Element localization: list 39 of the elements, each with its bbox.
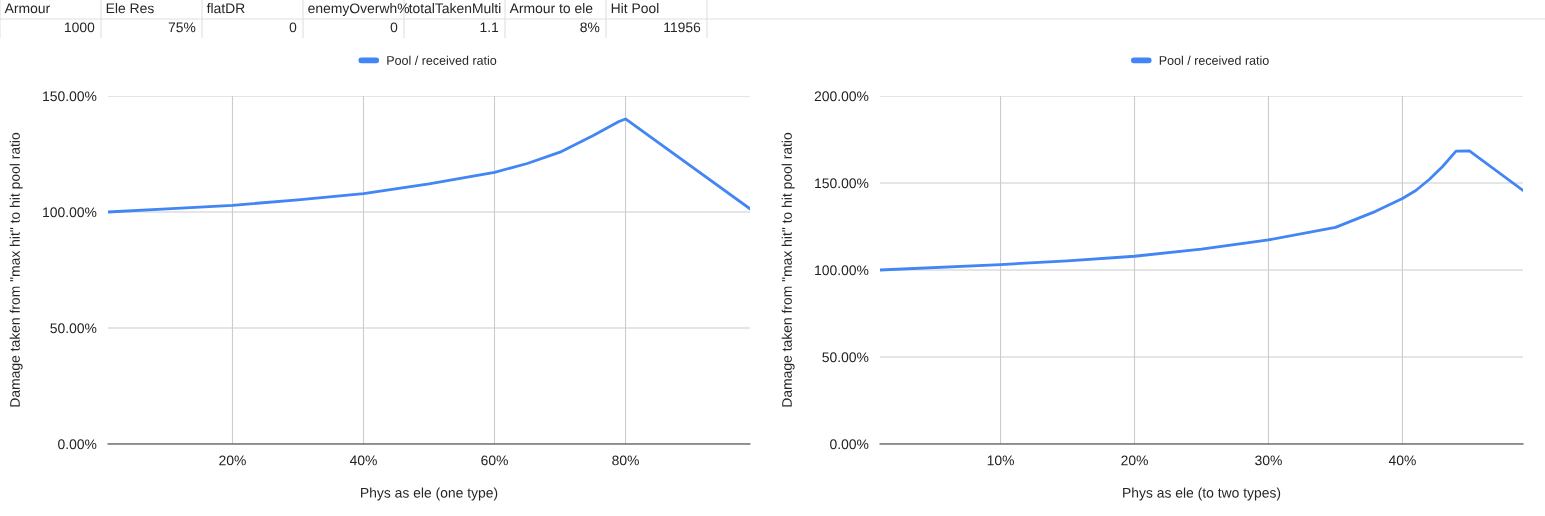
text: flatDR — [206, 3, 245, 14]
y-tick-label: 50.00% — [50, 323, 97, 334]
text: 1.1 — [480, 22, 499, 33]
text: totalTakenMulti — [408, 3, 501, 14]
text: 75% — [168, 22, 196, 33]
text: enemyOverwh% — [308, 3, 410, 16]
text: Ele Res — [106, 3, 154, 14]
text: 8% — [580, 22, 600, 33]
legend-label: Pool / received ratio — [387, 55, 497, 65]
x-axis-title: Phys as ele (one type) — [361, 487, 498, 501]
line-series — [880, 149, 1523, 272]
text: Armour — [4, 3, 50, 14]
legend-label: Pool / received ratio — [1159, 55, 1269, 65]
text: Hit Pool — [611, 3, 659, 14]
x-tick-label: 80% — [612, 455, 639, 466]
x-tick-label: 20% — [219, 455, 246, 466]
text: 1000 — [64, 22, 95, 33]
y-axis-title: Damage taken from "max hit" to hit pool ratio — [781, 132, 795, 407]
text: 11956 — [664, 22, 701, 33]
x-tick-label: 40% — [1388, 455, 1416, 466]
x-tick-label: 20% — [1121, 455, 1148, 466]
text: 0 — [289, 22, 297, 33]
x-tick-label: 60% — [481, 455, 508, 466]
y-tick-label: 200.00% — [814, 91, 869, 102]
y-tick-label: 0.00% — [58, 439, 97, 450]
y-tick-label: 50.00% — [822, 352, 869, 363]
x-tick-label: 30% — [1255, 455, 1282, 466]
text: Armour to ele — [509, 3, 593, 14]
text: 0 — [390, 22, 398, 33]
y-tick-label: 0.00% — [830, 439, 869, 450]
line-series — [108, 117, 750, 214]
y-tick-label: 150.00% — [815, 178, 869, 189]
x-tick-label: 40% — [349, 455, 377, 466]
y-axis-title: Damage taken from "max hit" to hit pool ratio — [9, 132, 23, 407]
x-tick-label: 10% — [987, 455, 1014, 466]
y-tick-label: 100.00% — [43, 207, 97, 218]
y-tick-label: 150.00% — [43, 91, 97, 102]
y-tick-label: 100.00% — [815, 265, 869, 276]
x-axis-title: Phys as ele (to two types) — [1123, 487, 1281, 501]
